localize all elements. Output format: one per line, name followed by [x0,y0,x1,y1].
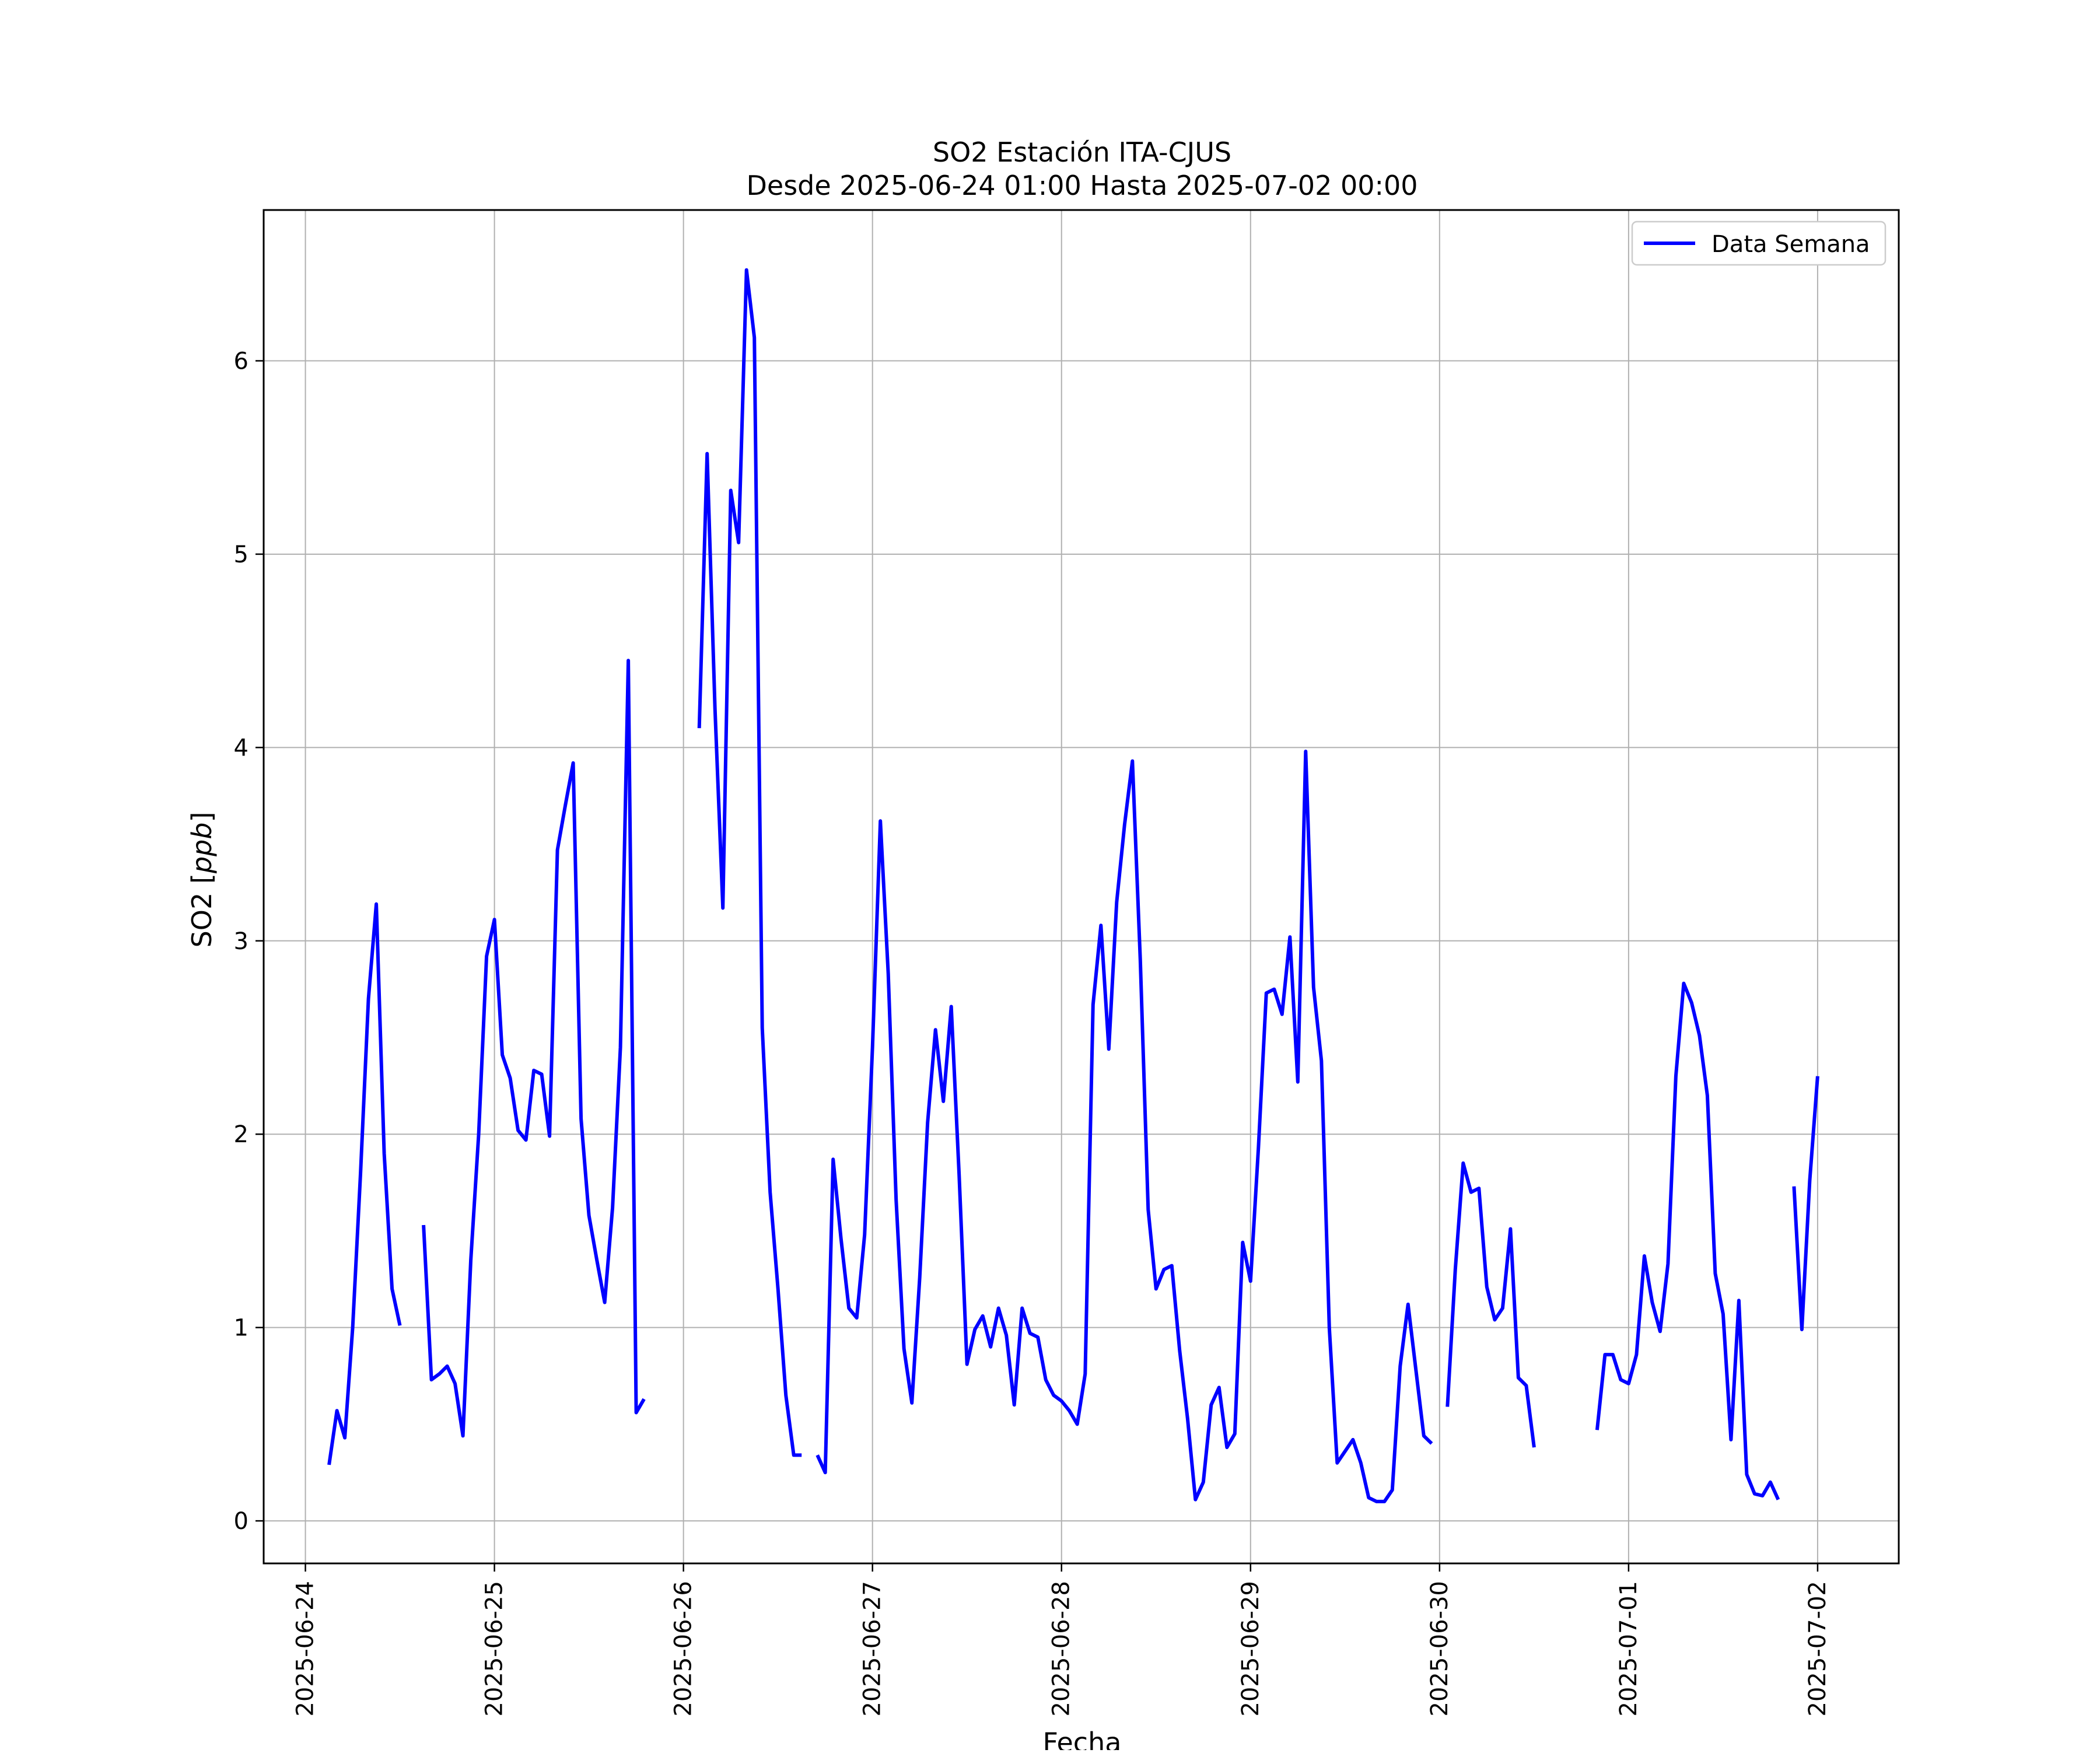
x-tick-label: 2025-07-02 [1804,1581,1831,1716]
series-line-segment [1595,981,1780,1500]
x-axis-label: Fecha [1043,1727,1122,1750]
series-layer [327,268,1819,1503]
y-tick-label: 3 [234,928,249,955]
y-tick-label: 4 [234,734,249,761]
legend-box [1631,221,1887,266]
x-tick-label: 2025-06-29 [1237,1581,1264,1716]
y-tick-label: 6 [234,348,249,375]
chart-subtitle: Desde 2025-06-24 01:00 Hasta 2025-07-02 … [746,170,1418,201]
series-line-segment [327,902,402,1465]
y-tick-label: 0 [234,1508,249,1535]
series-line-segment [697,268,802,1457]
y-axis-label: SO2 [ppb] [186,812,218,948]
y-tick-label: 1 [234,1315,249,1342]
y-tick-label: 2 [234,1121,249,1148]
grid [264,210,1899,1563]
x-tick-label: 2025-06-26 [670,1581,697,1716]
series-line-segment [1792,1076,1819,1331]
x-tick-label: 2025-06-25 [481,1581,508,1716]
x-tick-label: 2025-06-30 [1426,1581,1453,1716]
series-line-segment [1446,1161,1536,1448]
x-tick-label: 2025-06-28 [1048,1581,1075,1716]
x-tick-label: 2025-06-24 [292,1581,319,1716]
x-axis: 2025-06-24 2025-06-25 2025-06-26 2025-06-27… [292,1563,1831,1716]
legend-label: Data Semana [1712,231,1870,258]
series-line-segment [422,659,646,1438]
x-tick-label: 2025-07-01 [1615,1581,1642,1716]
plot-frame [262,209,1900,1565]
x-tick-label: 2025-06-27 [859,1581,886,1716]
chart-title: SO2 Estación ITA-CJUS [933,137,1231,168]
series-line-segment [816,750,1433,1503]
legend: Data Semana [1631,221,1887,266]
y-axis: 0 1 2 3 4 5 6 [234,348,264,1535]
y-tick-label: 5 [234,541,249,568]
